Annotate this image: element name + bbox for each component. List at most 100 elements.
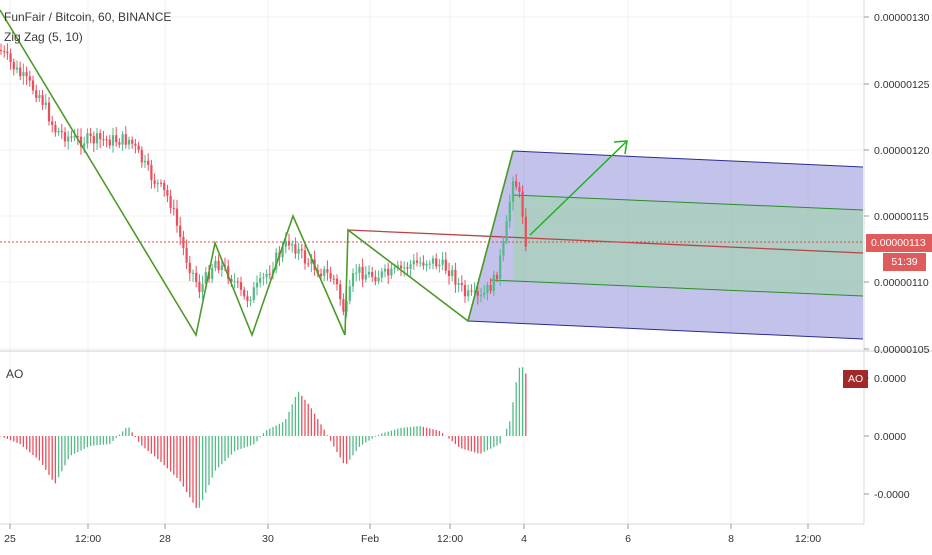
candle-body [124,134,127,145]
candle-body [435,258,438,267]
candle-body [118,142,121,145]
candle-body [108,139,111,146]
pitchfork-drawing[interactable] [347,150,864,340]
candle-body [300,249,303,251]
ao-tick-label: -0.0000 [874,489,910,501]
pitchfork-inner-upper [512,194,864,211]
candle-body [339,284,342,300]
candle-body [367,272,371,275]
candle-body [140,149,143,163]
pitchfork-lower-line [467,320,864,340]
candle-body [143,160,147,163]
candle-body [262,277,265,279]
candle-body [227,266,230,279]
candle-body [156,182,159,184]
time-tick-label: 8 [728,533,734,545]
price-tick-label: 0.00000125 [874,79,930,91]
candle-body [390,268,393,276]
candle-body [409,264,412,269]
candle-body [387,268,390,276]
candle-body [457,283,460,285]
candle-body [175,208,179,226]
candle-body [41,95,44,105]
trend-arrow[interactable] [529,140,628,236]
price-tick-label: 0.00000120 [874,145,930,157]
grid [0,0,864,524]
candle-body [31,80,35,91]
candles [0,43,527,318]
candle-body [425,264,428,266]
candle-body [204,272,207,285]
candle-body [492,274,495,292]
price-tick-label: 0.00000105 [874,344,930,356]
candle-body [281,246,284,258]
ao-histogram [0,367,527,508]
ao-pane-label[interactable]: AO [6,367,24,381]
time-tick-label: 12:00 [75,533,101,545]
candle-body [377,277,380,282]
candle-body [44,102,47,105]
candle-body [470,290,473,292]
candle-body [182,236,185,248]
candle-body [268,273,271,275]
candle-body [217,260,220,271]
candle-body [460,283,463,286]
candle-body [12,62,15,70]
candle-body [220,265,223,271]
time-tick-label: 28 [159,533,171,545]
candle-body [233,281,236,283]
zigzag-line [0,9,514,338]
indicator-label[interactable]: Zig Zag (5, 10) [4,30,83,44]
candle-body [105,139,108,141]
price-tick-label: 0.00000130 [874,12,930,24]
candle-body [134,143,137,146]
time-tick-label: 12:00 [795,533,821,545]
candle-body [35,90,38,98]
candle-body [214,260,217,269]
candle-body [67,136,70,142]
candle-body [291,244,294,246]
ao-axis: 0.0000 0.0000 -0.0000 [864,373,910,501]
candle-body [524,216,527,247]
candle-body [383,268,387,272]
candle-body [28,76,31,81]
time-tick-label: 25 [4,533,16,545]
candle-body [3,51,6,53]
arrow-head [613,140,628,155]
candle-body [0,50,3,52]
candle-body [121,134,124,145]
candle-body [89,133,92,137]
candle-body [499,255,502,279]
candle-body [505,221,508,242]
candle-body [275,252,278,270]
candle-body [463,285,467,297]
candle-body [57,131,60,133]
candle-body [252,287,255,301]
candle-body [249,300,252,302]
candle-body [169,195,172,208]
candle-body [73,136,76,138]
candle-body [159,182,163,184]
candle-body [153,180,156,184]
candle-body [361,266,364,280]
candle-body [483,292,486,296]
candle-body [335,278,339,285]
zigzag-indicator [0,9,514,338]
candle-body [38,95,41,98]
candle-body [454,269,457,285]
candle-body [403,267,406,269]
candle-body [323,269,326,277]
candle-body [406,267,409,269]
candle-body [396,265,399,268]
candle-body [137,145,140,150]
candle-body [166,190,169,196]
candle-body [83,143,86,147]
candle-body [329,272,332,279]
candle-body [54,124,57,133]
candle-body [211,268,214,279]
candle-body [511,181,515,202]
pitchfork-inner-lower [489,279,864,297]
candle-body [60,131,63,133]
